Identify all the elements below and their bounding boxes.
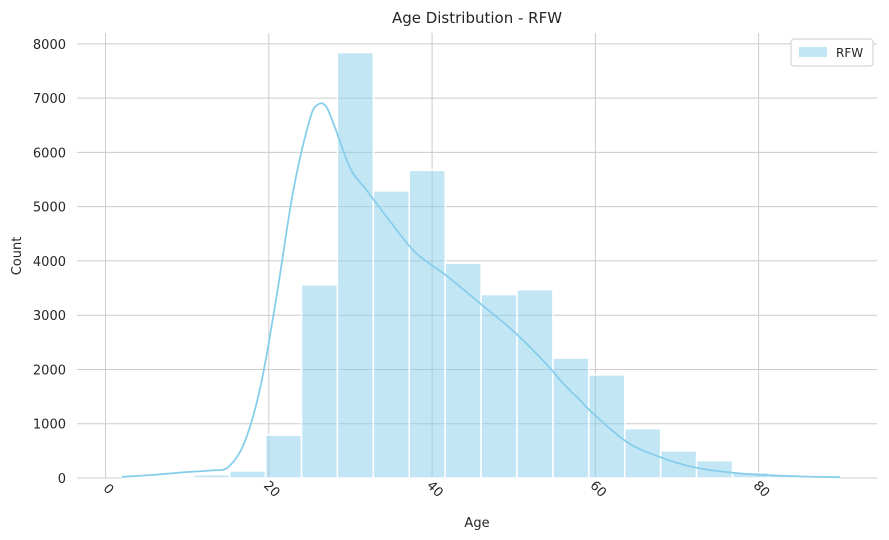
x-tick-label-0: 0	[100, 481, 116, 497]
histogram-bar-10	[480, 293, 518, 479]
histogram-bar-7	[372, 190, 410, 479]
histogram-bar-5	[300, 284, 339, 479]
x-axis-label: Age	[464, 516, 489, 531]
histogram-bar-1	[157, 475, 195, 479]
histogram-bar-12	[552, 357, 590, 479]
histogram-bar-15	[659, 450, 698, 479]
histogram-bar-8	[408, 169, 446, 479]
histogram-bar-16	[695, 459, 734, 479]
x-tick-label-1: 20	[260, 478, 282, 500]
legend: RFW	[790, 38, 874, 67]
y-tick-label-3: 3000	[33, 309, 66, 324]
histogram-bar-4	[264, 434, 303, 479]
histogram-bar-3	[228, 470, 267, 479]
y-tick-label-1: 1000	[33, 418, 66, 433]
y-tick-label-0: 0	[58, 472, 66, 487]
y-axis-label: Count	[10, 237, 25, 276]
histogram-bar-14	[624, 427, 662, 479]
y-tick-label-4: 4000	[33, 255, 66, 270]
x-tick-label-3: 60	[587, 478, 609, 500]
y-tick-label-2: 2000	[33, 363, 66, 378]
histogram-bar-6	[336, 51, 375, 479]
legend-frame	[790, 38, 874, 67]
legend-swatch	[799, 47, 827, 57]
legend-label: RFW	[836, 46, 863, 60]
histogram-bar-11	[516, 288, 554, 479]
x-tick-label-2: 40	[423, 478, 445, 500]
y-tick-label-6: 6000	[33, 146, 66, 161]
y-tick-label-5: 5000	[33, 201, 66, 216]
y-tick-label-7: 7000	[33, 92, 66, 107]
y-tick-label-8: 8000	[33, 38, 66, 53]
x-tick-label-4: 80	[750, 478, 772, 500]
histogram-bar-2	[192, 473, 231, 479]
x-tick-labels: 0 20 40 60 80	[100, 478, 772, 500]
chart-title: Age Distribution - RFW	[392, 9, 562, 27]
kde-curve	[121, 102, 841, 479]
y-tick-labels: 0 1000 2000 3000 4000 5000 6000 7000 8000	[33, 38, 66, 487]
histogram-bar-9	[444, 262, 482, 479]
